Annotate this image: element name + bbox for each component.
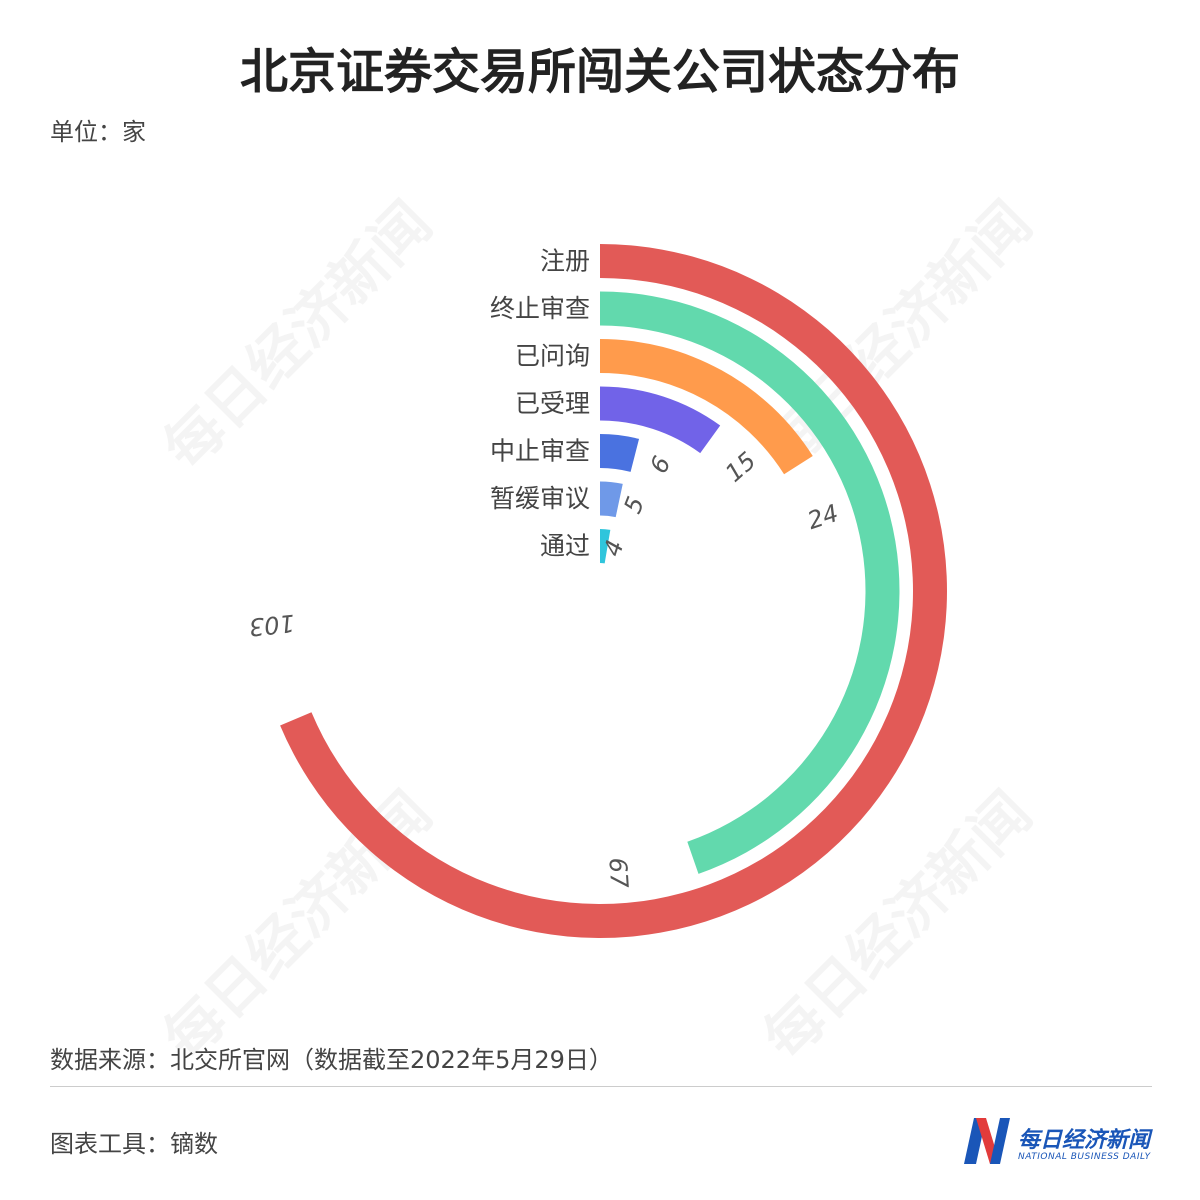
arc-bar-4 [600,434,640,472]
arc-bar-1 [600,291,900,874]
value-label-5: 5 [618,493,650,518]
chart-title: 北京证券交易所闯关公司状态分布 [239,44,960,100]
value-label-2: 24 [804,499,842,535]
value-label-3: 15 [720,446,761,487]
arc-bar-3 [600,386,721,454]
category-label-5: 暂缓审议 [490,484,590,513]
logo-n-icon [964,1118,1010,1164]
value-label-4: 6 [645,452,677,478]
category-label-3: 已受理 [515,389,590,418]
divider [50,1086,1152,1087]
arc-bar-5 [600,481,623,518]
arc-bar-2 [600,339,813,475]
category-label-0: 注册 [540,247,590,276]
category-label-4: 中止审查 [490,437,590,466]
logo-subtitle: NATIONAL BUSINESS DAILY [1018,1152,1151,1162]
unit-label: 单位：家 [50,118,146,146]
value-label-1: 67 [603,857,633,890]
data-source: 数据来源：北交所官网（数据截至2022年5月29日） [50,1046,613,1074]
logo-name: 每日经济新闻 [1018,1128,1151,1153]
arc-bar-6 [600,529,611,564]
category-label-6: 通过 [540,532,590,561]
chart-tool: 图表工具：镝数 [50,1130,218,1158]
category-label-1: 终止审查 [490,294,590,323]
value-label-0: 103 [248,609,296,642]
category-label-2: 已问询 [515,342,590,371]
brand-logo: 每日经济新闻 NATIONAL BUSINESS DAILY [960,1116,1160,1172]
